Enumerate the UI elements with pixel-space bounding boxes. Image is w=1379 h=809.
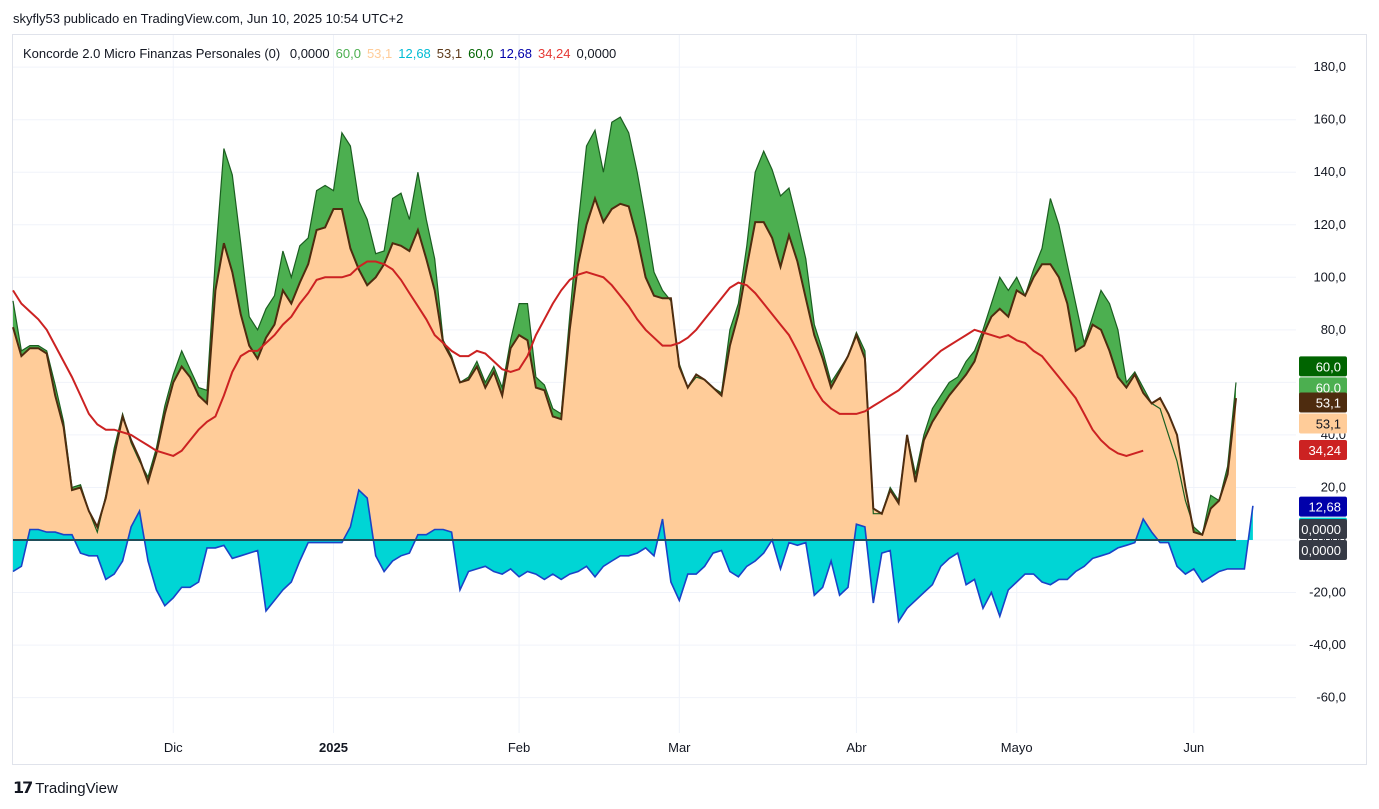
price-tag-top_green: [1299, 356, 1347, 377]
price-tag-label: 53,1: [1316, 417, 1341, 432]
legend-value: 34,24: [537, 46, 571, 61]
x-tick-label: Feb: [508, 740, 530, 755]
y-tick-label: 120,0: [1313, 217, 1346, 232]
legend-value: 60,0: [335, 46, 361, 61]
price-tag-label: 34,24: [1308, 443, 1341, 458]
legend-value: 60,0: [468, 46, 494, 61]
x-tick-label: Mar: [668, 740, 691, 755]
price-tag-dark_brown: [1299, 392, 1347, 413]
x-tick-label: Mayo: [1001, 740, 1033, 755]
brand-name: TradingView: [35, 779, 118, 797]
legend-value: 0,0000: [289, 46, 330, 61]
legend-value: 12,68: [499, 46, 532, 61]
legend-values: 0,0000 60,0 53,1 12,68 53,1 60,0 12,68 34,24 0,0…: [290, 46, 622, 61]
series-line-red: [12, 260, 1144, 457]
y-tick-label: 80,0: [1321, 322, 1346, 337]
price-tag-zero_a: [1299, 518, 1347, 539]
x-tick-label: 2025: [319, 740, 348, 755]
x-tick-label: Dic: [164, 740, 183, 755]
indicator-name[interactable]: Koncorde 2.0 Micro Finanzas Personales (…: [23, 46, 281, 61]
price-tag-label: 12,68: [1308, 500, 1341, 515]
x-tick-label: Abr: [846, 740, 867, 755]
indicator-legend[interactable]: Koncorde 2.0 Micro Finanzas Personales (…: [23, 46, 628, 61]
price-tag-label: 60,0: [1316, 359, 1341, 374]
price-tag-label: 60,0: [1316, 380, 1341, 395]
legend-value: 12,68: [398, 46, 431, 61]
legend-value: 53,1: [436, 46, 463, 61]
footer-brand[interactable]: 𝟭𝟳 TradingView: [13, 778, 118, 798]
chart-pane[interactable]: [12, 34, 1367, 765]
y-tick-label: 180,0: [1313, 59, 1346, 74]
legend-value: 0,0000: [576, 46, 617, 61]
publisher-line: skyfly53 publicado en TradingView.com, J…: [13, 11, 404, 26]
y-tick-label: 20,0: [1321, 479, 1346, 494]
price-tag-label: 0,0000: [1301, 522, 1341, 537]
y-tick-label: -20,00: [1309, 585, 1346, 600]
price-tag-label: 53,1: [1316, 396, 1341, 411]
x-tick-label: Jun: [1183, 740, 1204, 755]
y-tick-label: 160,0: [1313, 112, 1346, 127]
price-tag-zero_b: [1299, 539, 1347, 560]
y-tick-label: -40,00: [1309, 637, 1346, 652]
series-area-cyan: [13, 490, 1253, 622]
price-tag-tan: [1299, 413, 1347, 434]
price-tag-label: 0,0000: [1301, 543, 1341, 558]
y-tick-label: -60,0: [1316, 690, 1346, 705]
price-tag-green: [1299, 377, 1347, 398]
price-tag-navy: [1299, 496, 1347, 517]
price-tag-red: [1299, 440, 1347, 461]
series-line-green: [12, 116, 1237, 536]
legend-value: 53,1: [366, 46, 393, 61]
y-tick-label: 100,0: [1313, 269, 1346, 284]
series-area-tan: [13, 198, 1236, 540]
tradingview-logo-icon: 𝟭𝟳: [13, 780, 33, 797]
series-line-blue: [12, 488, 1254, 624]
y-tick-label: 140,0: [1313, 164, 1346, 179]
series-line-brown: [12, 195, 1237, 536]
